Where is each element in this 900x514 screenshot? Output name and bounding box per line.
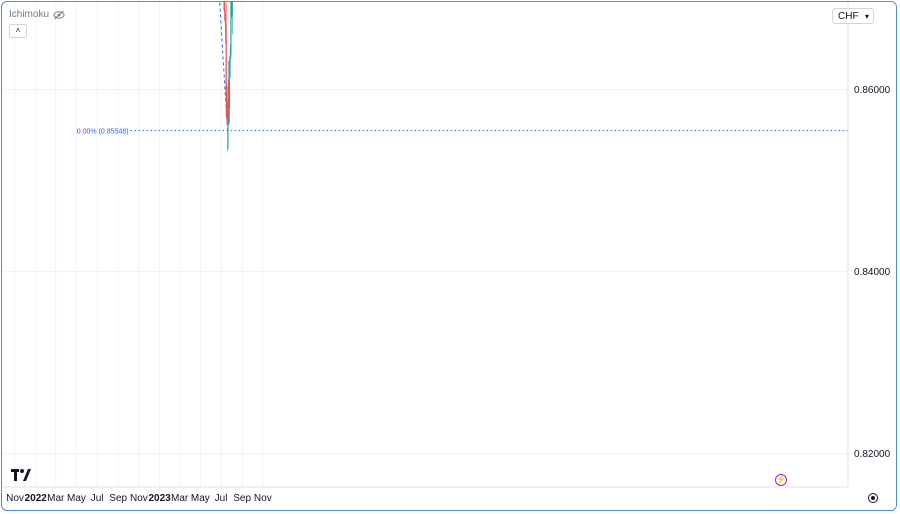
- eye-crossed-icon[interactable]: [53, 10, 65, 20]
- candle: [225, 2, 227, 118]
- fib-trendline: [219, 2, 229, 131]
- candle: [230, 2, 232, 59]
- candle: [223, 2, 225, 13]
- price-axis-bg: [848, 2, 896, 510]
- time-tick-label: Sep: [109, 493, 127, 504]
- time-tick-label: Mar: [47, 493, 65, 504]
- time-tick-label: Nov: [130, 493, 148, 504]
- time-tick-label: Nov: [254, 493, 272, 504]
- lightning-icon[interactable]: ⚡: [775, 474, 787, 486]
- fib-level-label: 0.00% (0.85548): [77, 129, 129, 136]
- currency-value: CHF: [838, 11, 859, 22]
- indicator-label: Ichimoku: [9, 9, 50, 20]
- time-tick-label: Sep: [233, 493, 251, 504]
- candle: [231, 2, 233, 35]
- indicator-legend: Ichimoku: [9, 9, 65, 20]
- candle: [226, 102, 229, 152]
- price-axis[interactable]: 1.040001.020001.000000.980000.960000.940…: [847, 2, 897, 511]
- time-tick-label: May: [191, 493, 210, 504]
- candle: [224, 2, 226, 22]
- price-tick-label: 0.86000: [854, 85, 891, 96]
- time-tick-label: 2022: [25, 493, 48, 504]
- gear-icon[interactable]: [868, 493, 878, 503]
- time-tick-label: Mar: [171, 493, 189, 504]
- candles: [223, 2, 233, 152]
- time-tick-label: Nov: [6, 493, 24, 504]
- time-axis[interactable]: Nov 2022 Mar May Jul Sep Nov 2023 Mar May Jul Sep No…: [2, 486, 848, 504]
- candle: [224, 13, 227, 44]
- chevron-up-icon[interactable]: ˄: [9, 24, 27, 38]
- price-tick-label: 0.84000: [854, 267, 891, 278]
- fibonacci-retracement[interactable]: 100.00% (1.01502)50.00% (0.93525)0.00% (…: [69, 2, 848, 136]
- candle: [231, 2, 233, 18]
- time-tick-label: 2023: [149, 493, 172, 504]
- candle: [228, 56, 231, 124]
- price-tick-label: 0.82000: [854, 449, 891, 460]
- chevron-down-icon: ▾: [864, 12, 869, 21]
- candle: [227, 61, 229, 149]
- grid: [2, 2, 848, 487]
- time-tick-label: Jul: [91, 493, 104, 504]
- currency-selector[interactable]: CHF ▾: [832, 8, 874, 24]
- candle: [226, 83, 228, 124]
- tradingview-logo-icon[interactable]: [11, 469, 31, 481]
- time-tick-label: Jul: [215, 493, 228, 504]
- candle: [228, 79, 230, 122]
- candle: [229, 44, 231, 77]
- time-tick-label: May: [67, 493, 86, 504]
